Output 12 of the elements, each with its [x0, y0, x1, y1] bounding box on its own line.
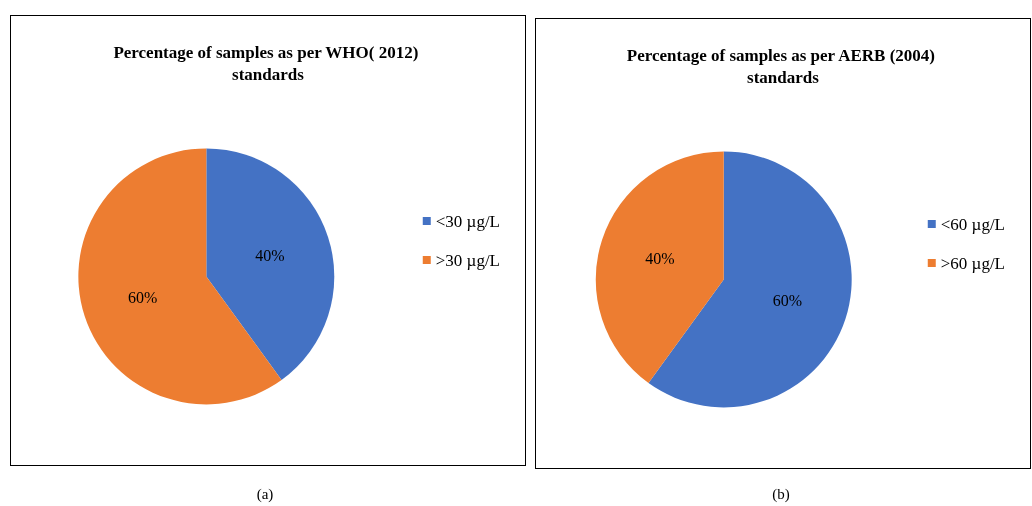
legend-label: >30 µg/L [435, 250, 501, 270]
legend-label: >60 µg/L [940, 253, 1006, 273]
chart-title: Percentage of samples as per AERB (2004) standards [626, 45, 940, 87]
chart-title: Percentage of samples as per WHO( 2012) standards [113, 42, 423, 84]
data-label: 40% [255, 247, 285, 265]
data-label: 40% [645, 250, 675, 268]
data-label: 60% [127, 288, 158, 306]
text: (a) [255, 486, 275, 503]
legend-label: <30 µg/L [435, 211, 501, 231]
legend-label: <60 µg/L [940, 214, 1006, 234]
data-label: 60% [772, 291, 803, 309]
text: (b) [771, 486, 791, 503]
